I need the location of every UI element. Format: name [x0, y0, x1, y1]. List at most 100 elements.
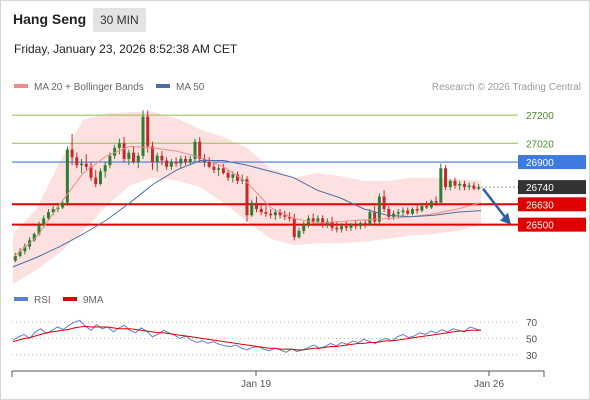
candle-body	[321, 218, 325, 225]
support-label-box	[518, 197, 586, 212]
candle-body	[278, 212, 282, 216]
candle-body	[406, 210, 410, 214]
rsi-tick-50: 50	[526, 334, 538, 345]
candle-body	[174, 162, 178, 164]
candle-body	[141, 116, 145, 156]
candle-body	[401, 210, 405, 213]
candle-body	[462, 183, 466, 188]
candle-body	[448, 180, 452, 188]
support-label-26630: 26630	[526, 200, 554, 211]
candle-body	[193, 141, 197, 159]
candle-body	[325, 221, 329, 225]
candle-body	[410, 209, 414, 214]
candle-body	[18, 251, 22, 256]
candle-body	[150, 146, 154, 163]
candle-body	[198, 141, 202, 159]
timeframe-button[interactable]: 30 MIN	[93, 8, 146, 32]
candle-body	[439, 168, 443, 203]
candle-body	[122, 143, 126, 159]
candle-body	[155, 155, 159, 163]
candle-body	[373, 212, 377, 222]
resistance-label-27200: 27200	[526, 111, 554, 122]
candle-body	[207, 162, 211, 167]
rsi-ma-line	[12, 325, 481, 351]
candle-body	[292, 218, 296, 238]
last-price-box	[518, 180, 586, 195]
pivot-label-box	[518, 155, 586, 170]
chart-timestamp: Friday, January 23, 2026 8:52:38 AM CET	[14, 42, 238, 56]
candle-body	[51, 209, 55, 213]
candle-body	[429, 201, 433, 208]
ma20-line	[12, 145, 482, 258]
candle-body	[477, 187, 481, 189]
candle-body	[458, 183, 462, 186]
candle-body	[297, 230, 301, 238]
candle-body	[231, 174, 235, 178]
candle-body	[283, 215, 287, 217]
candle-body	[65, 149, 69, 203]
candle-body	[302, 224, 306, 231]
candle-body	[250, 202, 254, 216]
candle-body	[434, 201, 438, 203]
support-label-box	[518, 217, 586, 232]
candle-body	[61, 202, 65, 208]
candle-body	[165, 160, 169, 167]
candle-body	[368, 212, 372, 225]
x-tick-label: Jan 19	[241, 379, 271, 390]
candle-body	[240, 179, 244, 181]
candle-body	[108, 155, 112, 166]
candle-body	[335, 227, 339, 230]
candle-body	[184, 158, 188, 163]
candle-body	[259, 209, 263, 213]
support-label-26500: 26500	[526, 221, 554, 232]
candle-body	[420, 205, 424, 211]
candle-body	[467, 185, 471, 188]
candle-body	[245, 179, 249, 216]
rsi-line	[12, 319, 482, 353]
candle-body	[415, 209, 419, 211]
candle-body	[94, 177, 98, 184]
candle-body	[46, 212, 50, 219]
credit-text: Research © 2026 Trading Central	[432, 82, 581, 93]
candle-body	[188, 158, 192, 163]
rsi-legend-swatch	[14, 297, 28, 301]
candle-body	[453, 180, 457, 186]
candle-body	[146, 116, 150, 147]
candle-body	[349, 224, 353, 228]
candle-body	[382, 196, 386, 209]
candle-body	[387, 209, 391, 217]
resistance-label-27020: 27020	[526, 139, 554, 150]
ma9-legend-swatch	[63, 297, 77, 301]
candle-body	[75, 157, 79, 166]
candle-body	[103, 165, 107, 172]
candle-body	[377, 196, 381, 222]
candle-body	[425, 205, 429, 208]
candle-body	[311, 218, 315, 222]
candle-body	[136, 155, 140, 163]
ma50-line	[12, 160, 482, 268]
candle-body	[288, 216, 292, 219]
candle-body	[179, 158, 183, 164]
candle-body	[32, 234, 36, 241]
candle-body	[37, 224, 41, 235]
candle-body	[254, 202, 258, 209]
candle-body	[13, 255, 17, 261]
x-tick-label: Jan 26	[474, 379, 504, 390]
candle-body	[113, 147, 117, 156]
candle-body	[127, 152, 131, 159]
candle-body	[23, 246, 27, 252]
rsi-legend-label: RSI	[34, 295, 51, 306]
candle-body	[212, 166, 216, 170]
ma9-legend-label: 9MA	[83, 295, 104, 306]
candle-body	[444, 168, 448, 188]
candle-body	[70, 149, 74, 158]
candle-body	[217, 168, 221, 170]
ma50-legend-label: MA 50	[176, 82, 205, 93]
candle-body	[354, 224, 358, 227]
last-price-label: 26740	[526, 183, 554, 194]
candle-body	[221, 168, 225, 173]
ma20-legend-swatch	[14, 84, 28, 88]
pivot-label-26900: 26900	[526, 158, 554, 169]
